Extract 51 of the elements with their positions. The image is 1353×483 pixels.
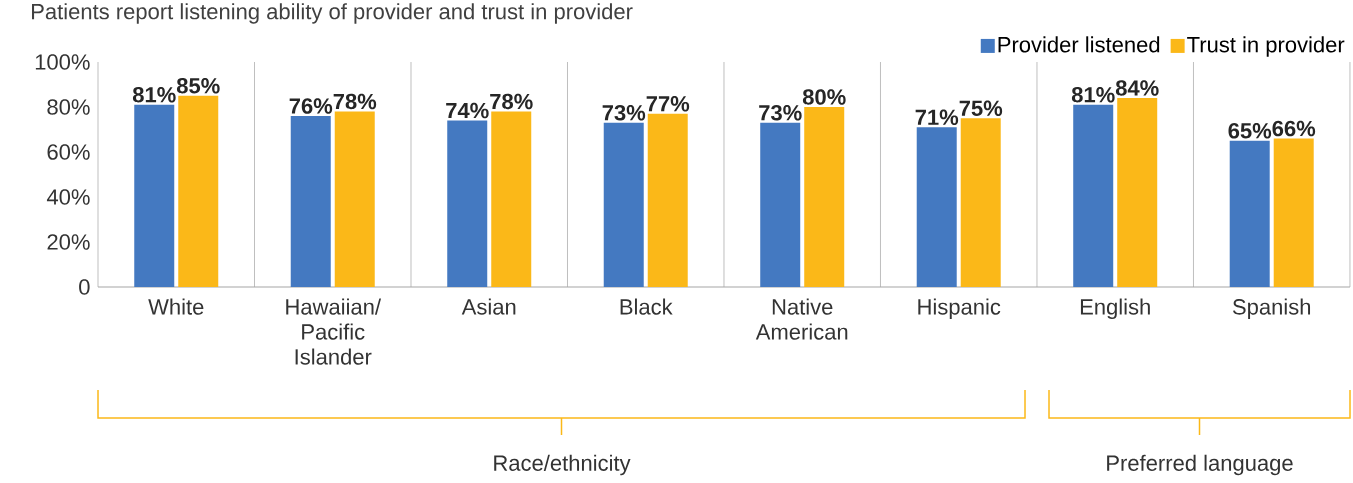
- x-tick-label: Spanish: [1232, 298, 1311, 320]
- y-tick-label: 80%: [47, 99, 90, 115]
- data-label: 84%: [1115, 80, 1159, 96]
- legend-label: Trust in provider: [1187, 36, 1345, 58]
- y-tick-label: 40%: [46, 189, 90, 205]
- data-label: 77%: [646, 96, 690, 112]
- x-tick-label: English: [1080, 298, 1150, 320]
- y-tick-label: 20%: [47, 234, 90, 250]
- y-tick-label: 0: [79, 279, 90, 295]
- x-tick-label: Native American: [755, 298, 848, 340]
- bar: [1117, 98, 1158, 288]
- bar: [290, 116, 331, 288]
- bar: [1073, 104, 1114, 288]
- x-tick-label: Black: [620, 298, 673, 315]
- data-label: 73%: [759, 105, 802, 121]
- chart-title: Patients report listening ability of provider and trust in provider: [32, 3, 633, 24]
- y-tick-label: 60%: [47, 144, 90, 160]
- bar: [334, 111, 375, 288]
- text: Preferred language: [1107, 454, 1293, 476]
- data-label: 71%: [915, 109, 959, 126]
- data-label: 74%: [446, 103, 489, 119]
- bar: [447, 120, 488, 288]
- bar: [760, 122, 801, 288]
- bar: [1273, 138, 1314, 288]
- data-label: 85%: [176, 78, 220, 94]
- legend-label: Provider listened: [998, 36, 1160, 53]
- data-label: 81%: [1071, 87, 1115, 103]
- data-label: 81%: [132, 87, 176, 103]
- text: Race/ethnicity: [494, 454, 631, 476]
- bar: [804, 107, 845, 288]
- bar: [134, 104, 175, 288]
- data-label: 78%: [333, 93, 377, 110]
- bar: [178, 95, 219, 288]
- y-tick-label: 100%: [35, 54, 90, 70]
- data-label: 75%: [959, 100, 1003, 117]
- bar: [916, 127, 957, 288]
- bar: [1229, 140, 1270, 288]
- bar: [960, 118, 1001, 288]
- data-label: 66%: [1272, 120, 1316, 137]
- data-label: 76%: [289, 98, 333, 114]
- x-tick-label: Hispanic: [918, 298, 1001, 320]
- bar: [491, 111, 532, 288]
- data-label: 73%: [602, 105, 646, 121]
- data-label: 65%: [1228, 123, 1272, 139]
- x-tick-label: Asian: [461, 298, 516, 315]
- bar: [603, 122, 644, 288]
- x-tick-label: White: [148, 298, 204, 315]
- x-tick-label: Hawaiian/ Pacific Islander: [286, 298, 382, 365]
- data-label: 80%: [802, 89, 846, 105]
- bar: [647, 113, 688, 288]
- data-label: 78%: [490, 93, 533, 110]
